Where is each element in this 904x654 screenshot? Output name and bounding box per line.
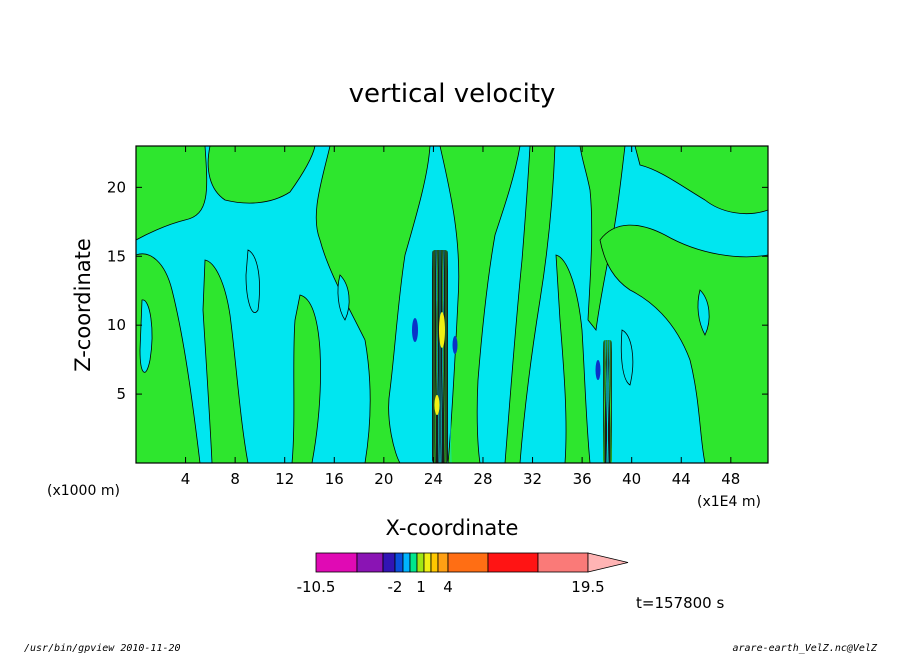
downdraft-pocket bbox=[245, 249, 260, 313]
x-tick-label: 44 bbox=[672, 470, 691, 488]
plot-area bbox=[135, 145, 769, 464]
x-tick-label: 48 bbox=[721, 470, 740, 488]
colorbar-level-label: 4 bbox=[443, 578, 453, 596]
colorbar-labels: -10.5 -2 1 4 19.5 bbox=[297, 578, 605, 596]
x-tick-label: 4 bbox=[181, 470, 191, 488]
colorbar-segment bbox=[423, 552, 432, 573]
downdraft-pocket bbox=[697, 289, 710, 336]
contour-line bbox=[440, 249, 445, 463]
contour-line bbox=[435, 249, 440, 463]
time-label: t=157800 s bbox=[636, 594, 724, 612]
x-tick-label: 16 bbox=[325, 470, 344, 488]
x-axis-title: X-coordinate bbox=[386, 516, 519, 540]
colorbar-segment bbox=[447, 552, 489, 573]
x-tick-label: 24 bbox=[424, 470, 443, 488]
updraft-region bbox=[555, 254, 591, 463]
strong-updraft-spot bbox=[434, 395, 440, 415]
chart-title: vertical velocity bbox=[349, 79, 556, 109]
updraft-region bbox=[136, 146, 208, 241]
colorbar-level-label: 1 bbox=[416, 578, 426, 596]
updraft-region bbox=[599, 224, 768, 463]
strong-downdraft-spot bbox=[595, 360, 601, 380]
updraft-region bbox=[291, 294, 321, 463]
colorbar-segment bbox=[402, 552, 411, 573]
contour-line bbox=[606, 339, 611, 463]
y-tick-label: 10 bbox=[107, 316, 126, 334]
x-tick-label: 32 bbox=[523, 470, 542, 488]
x-tick-label: 28 bbox=[473, 470, 492, 488]
contour-line bbox=[428, 249, 433, 463]
footer-left: /usr/bin/gpview 2010-11-20 bbox=[24, 643, 181, 654]
updraft-region bbox=[439, 146, 521, 463]
colorbar-level-label: 19.5 bbox=[571, 578, 604, 596]
contour-line bbox=[599, 339, 604, 463]
colorbar-segment bbox=[394, 552, 404, 573]
y-tick-label: 5 bbox=[116, 385, 126, 403]
downdraft-pocket bbox=[337, 274, 350, 321]
strong-updraft-spot bbox=[439, 312, 445, 348]
updraft-region bbox=[136, 253, 201, 463]
x-unit-left: (x1000 m) bbox=[47, 483, 120, 499]
colorbar-segment bbox=[356, 552, 384, 573]
y-axis: 5 10 15 20 bbox=[107, 178, 768, 403]
updraft-region bbox=[634, 146, 768, 215]
x-tick-label: 12 bbox=[275, 470, 294, 488]
x-tick-label: 8 bbox=[230, 470, 240, 488]
y-axis-title: Z-coordinate bbox=[71, 238, 95, 372]
x-axis: 4 8 12 16 20 24 28 32 36 40 44 48 bbox=[181, 146, 740, 488]
colorbar-level-label: -10.5 bbox=[297, 578, 336, 596]
colorbar-segment bbox=[537, 552, 589, 573]
colorbar-segment bbox=[382, 552, 396, 573]
downdraft-pocket bbox=[620, 329, 634, 386]
contour-line bbox=[434, 249, 439, 463]
y-tick-label: 20 bbox=[107, 178, 126, 196]
footer-right: arare-earth_VelZ.nc@VelZ bbox=[733, 643, 878, 654]
colorbar-segment bbox=[430, 552, 439, 573]
strong-downdraft-spot bbox=[412, 318, 418, 342]
x-tick-label: 36 bbox=[573, 470, 592, 488]
colorbar-segment bbox=[437, 552, 449, 573]
strong-downdraft-spot bbox=[452, 336, 458, 354]
x-tick-label: 40 bbox=[622, 470, 641, 488]
x-tick-label: 20 bbox=[374, 470, 393, 488]
colorbar-segment bbox=[487, 552, 539, 573]
contour-line bbox=[447, 249, 452, 463]
updraft-region bbox=[207, 146, 316, 204]
contour-line bbox=[441, 249, 446, 463]
plot-frame bbox=[135, 145, 769, 464]
x-unit-right: (x1E4 m) bbox=[697, 494, 761, 510]
contour-line bbox=[611, 339, 616, 463]
updraft-region bbox=[202, 259, 249, 463]
colorbar-level-label: -2 bbox=[388, 578, 403, 596]
colorbar-segment bbox=[409, 552, 418, 573]
velocity-field bbox=[136, 146, 768, 463]
updraft-region bbox=[315, 146, 431, 463]
contour-line bbox=[603, 339, 607, 463]
colorbar-segment bbox=[315, 552, 358, 573]
y-tick-label: 15 bbox=[107, 247, 126, 265]
updraft-region bbox=[504, 146, 556, 463]
colorbar bbox=[315, 552, 629, 573]
colorbar-arrow bbox=[587, 552, 629, 573]
colorbar-segment bbox=[416, 552, 425, 573]
downdraft-pocket bbox=[139, 299, 153, 373]
